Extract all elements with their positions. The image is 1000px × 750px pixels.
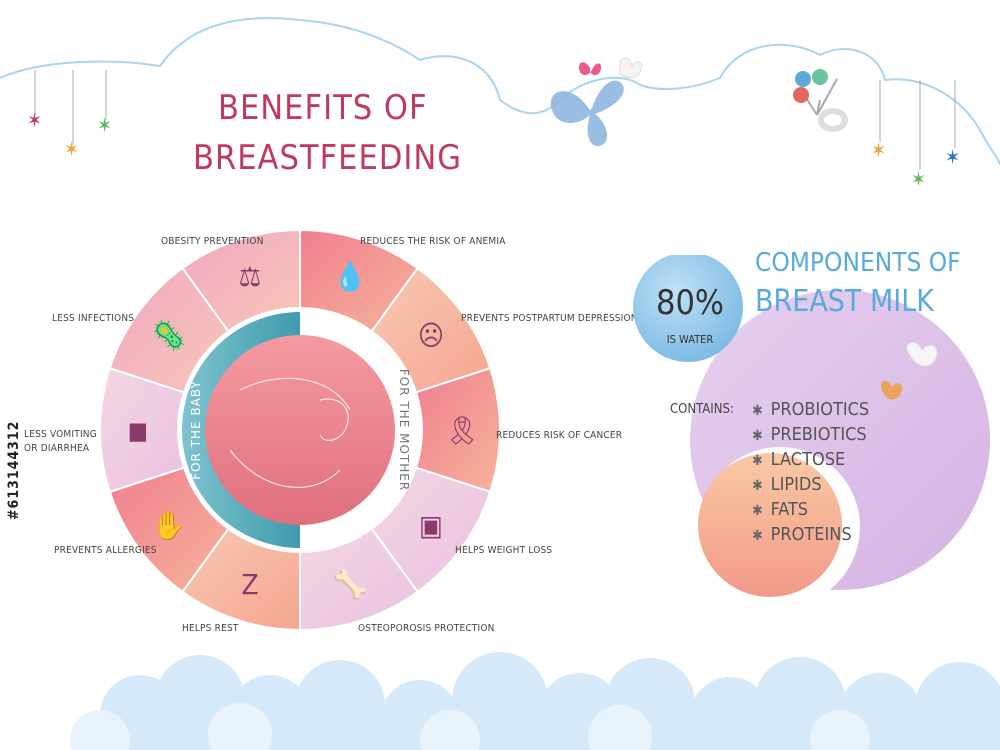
benefits-wheel: ⚖ 💧 ☹ 🎗 ▣ 🦴 Z ✋ ◼ 🦠 FOR THE BABY FOR THE MOTHER	[100, 228, 500, 632]
allergy-hand-icon: ✋	[152, 509, 187, 542]
components-title-line1: COMPONENTS OF	[755, 248, 961, 278]
list-item: ✱ PREBIOTICS	[752, 424, 867, 445]
rattle-toy-icon	[793, 69, 848, 132]
label-infections: LESS INFECTIONS	[52, 313, 135, 324]
bathroom-scale-icon: ▣	[419, 509, 443, 542]
page-title-line1: BENEFITS OF	[218, 88, 428, 128]
water-percent: 80%	[656, 283, 724, 323]
label-osteoporosis: OSTEOPOROSIS PROTECTION	[358, 623, 495, 634]
list-item: ✱ LIPIDS	[752, 474, 822, 495]
wheel-segment	[108, 266, 230, 394]
stock-id-watermark: #613144312	[6, 420, 22, 520]
label-helps-rest: HELPS REST	[182, 623, 239, 634]
components-title-line2: BREAST MILK	[755, 284, 934, 319]
star-icon: ✶	[97, 113, 112, 137]
bacteria-icon: 🦠	[152, 319, 187, 352]
components-graphic	[633, 255, 990, 600]
label-vomiting: LESS VOMITING OR DIARRHEA	[24, 429, 97, 454]
star-icon: ✶	[945, 145, 960, 169]
page-title-line2: BREASTFEEDING	[193, 138, 462, 178]
list-item: ✱ PROTEINS	[752, 524, 852, 545]
label-postpartum: PREVENTS POSTPARTUM DEPRESSION	[461, 313, 638, 324]
star-icon: ✶	[27, 108, 42, 132]
contains-label: CONTAINS:	[670, 402, 734, 417]
baby-scale-icon: ⚖	[239, 260, 262, 293]
ingredient-list: ✱ PROBIOTICS ✱ PREBIOTICS ✱ LACTOSE ✱ LIPIDS…	[752, 398, 869, 548]
label-anemia: REDUCES THE RISK OF ANEMIA	[360, 236, 506, 247]
center-illustration	[205, 335, 395, 525]
label-obesity-prevention: OBESITY PREVENTION	[161, 236, 264, 247]
label-allergies: PREVENTS ALLERGIES	[54, 545, 157, 556]
water-label: IS WATER	[666, 333, 714, 346]
bone-icon: 🦴	[333, 567, 368, 601]
cloud-border-top	[0, 17, 1000, 166]
star-icon: ✶	[64, 137, 79, 161]
hanging-stars-left: ✶ ✶ ✶	[27, 70, 112, 161]
label-weight-loss: HELPS WEIGHT LOSS	[455, 545, 553, 556]
star-icon: ✶	[911, 167, 926, 190]
list-item: ✱ PROBIOTICS	[752, 399, 870, 420]
star-icon: ✶	[871, 138, 886, 162]
diaper-icon: ◼	[128, 414, 149, 447]
hanging-stars-right: ✶ ✶ ✶	[871, 80, 960, 190]
list-item: ✱ LACTOSE	[752, 449, 846, 470]
cloud-border-bottom	[70, 652, 1000, 750]
sad-face-icon: ☹	[418, 319, 444, 352]
list-item: ✱ FATS	[752, 499, 809, 520]
butterfly-icon	[550, 57, 643, 146]
pink-ribbon-icon: 🎗	[444, 414, 480, 447]
for-the-baby-label: FOR THE BABY	[189, 380, 203, 480]
blood-drop-icon: 💧	[333, 260, 368, 293]
sleep-zzz-icon: Z	[241, 568, 258, 601]
label-cancer: REDUCES RISK OF CANCER	[496, 430, 623, 441]
for-the-mother-label: FOR THE MOTHER	[397, 369, 411, 491]
